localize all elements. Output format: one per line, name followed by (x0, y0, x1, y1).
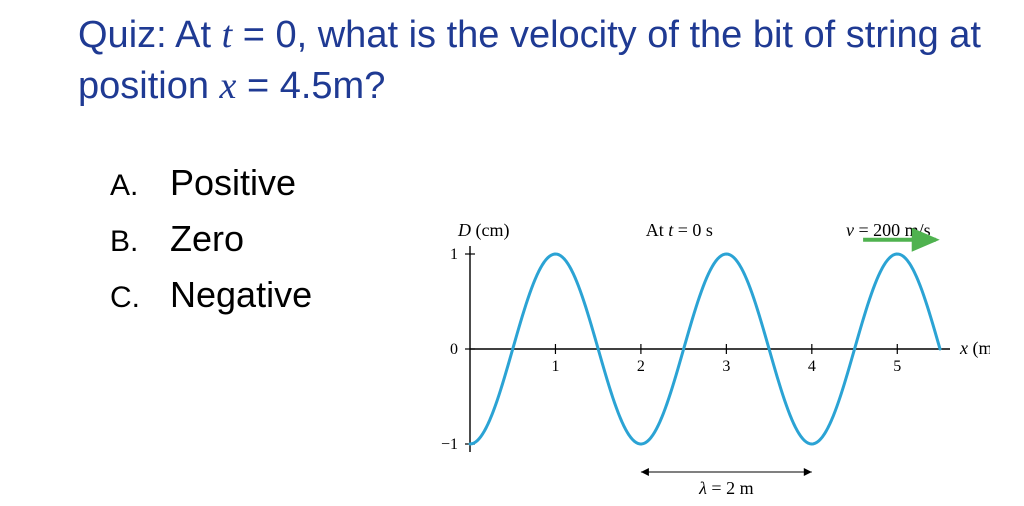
svg-text:3: 3 (722, 358, 730, 375)
svg-text:1: 1 (551, 358, 559, 375)
q-prefix: Quiz: At (78, 14, 222, 56)
answer-letter: A. (110, 169, 170, 203)
answer-text: Negative (170, 274, 312, 316)
answer-letter: C. (110, 281, 170, 315)
svg-text:v = 200 m/s: v = 200 m/s (846, 220, 931, 240)
svg-text:4: 4 (808, 358, 816, 375)
svg-text:2: 2 (637, 358, 645, 375)
answer-option-b[interactable]: B. Zero (110, 218, 312, 260)
answer-text: Zero (170, 218, 244, 260)
svg-text:λ = 2 m: λ = 2 m (698, 478, 753, 498)
wave-chart-svg: 1 2 3 4 5 −1 0 1 D (cm) At t = 0 s v = 200 m/s x (m… (410, 210, 990, 500)
answer-list: A. Positive B. Zero C. Negative (110, 162, 312, 330)
q-var-x: x (220, 65, 237, 107)
svg-text:0: 0 (450, 341, 458, 358)
q-eq2: = 4.5m? (236, 65, 385, 107)
answer-option-c[interactable]: C. Negative (110, 274, 312, 316)
svg-text:−1: −1 (441, 436, 458, 453)
svg-text:1: 1 (450, 246, 458, 263)
question-text: Quiz: At t = 0, what is the velocity of … (78, 10, 994, 113)
wave-chart: 1 2 3 4 5 −1 0 1 D (cm) At t = 0 s v = 200 m/s x (m… (410, 210, 990, 500)
answer-letter: B. (110, 225, 170, 259)
svg-text:D (cm): D (cm) (457, 220, 509, 241)
svg-text:At t = 0 s: At t = 0 s (646, 220, 713, 240)
answer-option-a[interactable]: A. Positive (110, 162, 312, 204)
svg-text:5: 5 (893, 358, 901, 375)
svg-text:x (m): x (m) (959, 338, 990, 359)
answer-text: Positive (170, 162, 296, 204)
q-var-t: t (222, 14, 233, 56)
